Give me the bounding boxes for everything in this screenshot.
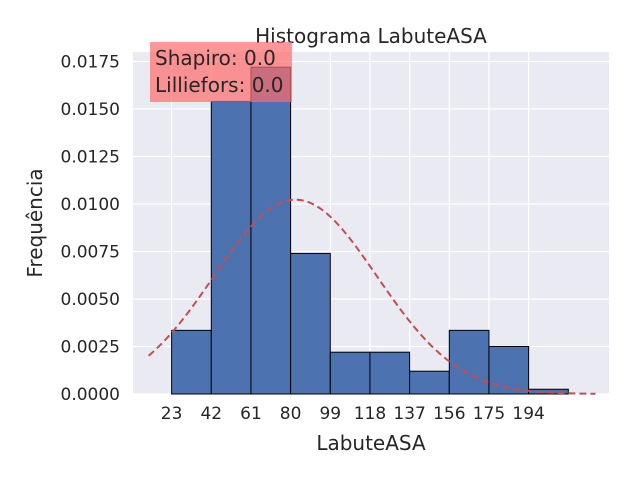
histogram-bar	[370, 352, 410, 394]
x-tick-label: 156	[433, 404, 465, 424]
y-tick-label: 0.0075	[61, 243, 120, 263]
y-tick-labels: 0.0000 0.0025 0.0050 0.0075 0.0100 0.0125 0.01…	[61, 53, 120, 406]
y-tick-label: 0.0175	[61, 53, 120, 73]
x-tick-label: 175	[473, 404, 505, 424]
histogram-bar	[410, 371, 450, 394]
y-tick-label: 0.0050	[61, 290, 120, 310]
x-tick-label: 23	[161, 404, 183, 424]
normality-test-box: Shapiro: 0.0 Lilliefors: 0.0	[150, 42, 292, 102]
x-tick-label: 118	[354, 404, 386, 424]
x-tick-label: 80	[280, 404, 302, 424]
x-tick-label: 61	[240, 404, 262, 424]
histogram-bar	[211, 101, 251, 394]
x-tick-label: 194	[512, 404, 544, 424]
x-axis-label: LabuteASA	[316, 431, 426, 455]
histogram-bar	[449, 330, 489, 394]
y-tick-label: 0.0000	[61, 385, 120, 405]
x-tick-label: 42	[200, 404, 222, 424]
x-tick-label: 137	[393, 404, 425, 424]
histogram-bar	[172, 330, 212, 394]
y-axis-label: Frequência	[23, 168, 47, 277]
shapiro-result: Shapiro: 0.0	[155, 46, 276, 70]
y-tick-label: 0.0025	[61, 338, 120, 358]
x-tick-label: 99	[319, 404, 341, 424]
lilliefors-result: Lilliefors: 0.0	[155, 73, 284, 97]
y-tick-label: 0.0125	[61, 148, 120, 168]
x-tick-labels: 23 42 61 80 99 118 137 156 175 194	[161, 404, 545, 424]
y-tick-label: 0.0150	[61, 100, 120, 120]
histogram-bar	[330, 352, 370, 394]
y-tick-label: 0.0100	[61, 195, 120, 215]
histogram-bar	[251, 67, 291, 394]
histogram-bar	[291, 253, 331, 394]
